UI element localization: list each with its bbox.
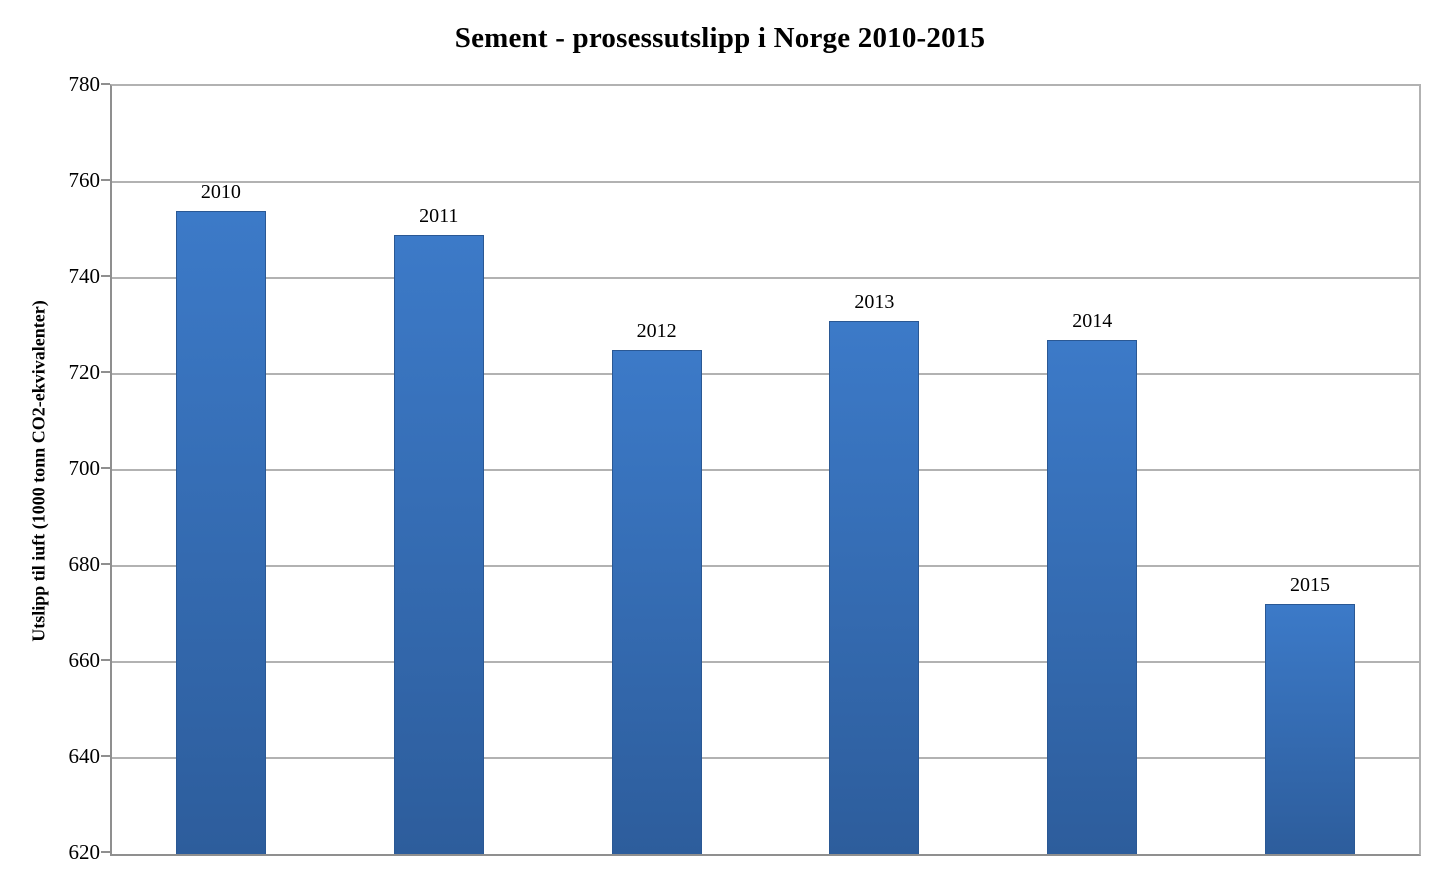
y-tick-mark-760 xyxy=(101,179,110,181)
y-tick-label-780: 780 xyxy=(68,72,101,96)
y-tick-mark-720 xyxy=(101,371,110,373)
bar-group-2013: 2013 xyxy=(765,86,983,854)
y-tick-mark-660 xyxy=(101,659,110,661)
bar-group-2011: 2011 xyxy=(330,86,548,854)
bar-group-2012: 2012 xyxy=(548,86,766,854)
gridline-660 xyxy=(112,661,1419,663)
gridline-740 xyxy=(112,277,1419,279)
gridline-760 xyxy=(112,181,1419,183)
bar-year-label-2014: 2014 xyxy=(1072,310,1113,333)
bar-2011 xyxy=(393,234,484,854)
bar-year-label-2015: 2015 xyxy=(1290,574,1331,597)
y-tick-label-680: 680 xyxy=(68,552,101,576)
y-tick-label-660: 660 xyxy=(68,648,101,672)
gridline-720 xyxy=(112,373,1419,375)
y-tick-mark-640 xyxy=(101,755,110,757)
bar-2015 xyxy=(1265,604,1356,854)
y-tick-mark-780 xyxy=(101,83,110,85)
y-tick-mark-680 xyxy=(101,563,110,565)
bar-2013 xyxy=(829,321,920,854)
chart-title: Sement - prosessutslipp i Norge 2010-201… xyxy=(454,22,986,54)
plot-area: 2010 2011 2012 2013 2014 2015 xyxy=(110,84,1421,856)
y-tick-label-620: 620 xyxy=(68,840,101,864)
bar-2014 xyxy=(1047,340,1138,854)
y-tick-mark-740 xyxy=(101,275,110,277)
bars-layer: 2010 2011 2012 2013 2014 2015 xyxy=(112,86,1419,854)
y-tick-label-700: 700 xyxy=(68,456,101,480)
bar-group-2015: 2015 xyxy=(1201,86,1419,854)
y-tick-label-640: 640 xyxy=(68,744,101,768)
y-tick-label-720: 720 xyxy=(68,360,101,384)
bar-group-2010: 2010 xyxy=(112,86,330,854)
bar-2012 xyxy=(611,350,702,854)
bar-year-label-2013: 2013 xyxy=(854,291,895,314)
bar-2010 xyxy=(175,210,266,854)
bar-year-label-2011: 2011 xyxy=(419,204,459,227)
y-tick-mark-700 xyxy=(101,467,110,469)
bar-group-2014: 2014 xyxy=(983,86,1201,854)
gridline-700 xyxy=(112,469,1419,471)
y-tick-label-760: 760 xyxy=(68,168,101,192)
gridline-640 xyxy=(112,757,1419,759)
y-tick-label-740: 740 xyxy=(68,264,101,288)
y-tick-mark-620 xyxy=(101,851,110,853)
bar-year-label-2010: 2010 xyxy=(200,180,241,203)
bar-year-label-2012: 2012 xyxy=(636,320,677,342)
gridline-680 xyxy=(112,565,1419,567)
